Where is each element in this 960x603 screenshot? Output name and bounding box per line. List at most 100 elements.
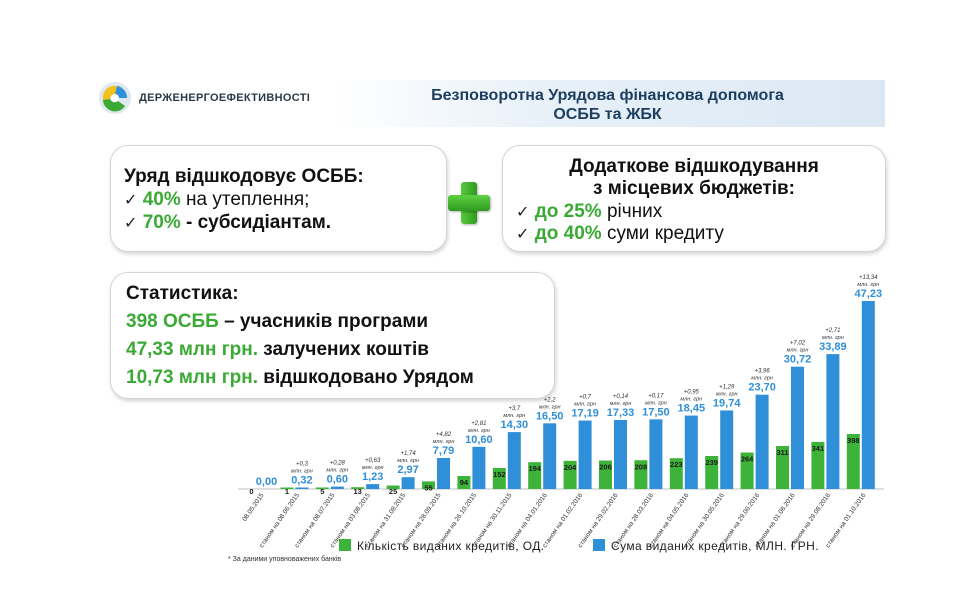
logo-icon — [99, 82, 131, 114]
government-compensation-box: Уряд відшкодовує ОСББ: ✓ 40% на утепленн… — [110, 145, 447, 252]
participants-text: – учасників програми — [218, 311, 429, 332]
data-label-count: 264 — [741, 455, 754, 464]
bar-sum — [401, 477, 415, 489]
page-title-line2: ОСББ та ЖБК — [553, 106, 662, 123]
bar-sum — [295, 487, 309, 489]
data-label-count: 311 — [776, 448, 788, 457]
data-label-sum: 0,60 — [327, 474, 348, 486]
page-title: Безповоротна Урядова фінансова допомога … — [330, 86, 885, 124]
bar-count — [457, 476, 471, 489]
increment-label: +2,2 — [544, 397, 557, 403]
category-tick-label: станом на 01.02.2016 — [541, 492, 584, 549]
bar-sum — [437, 457, 450, 489]
legend-label-count: Кількість виданих кредитів, ОД. — [357, 539, 545, 553]
statistics-box — [110, 272, 555, 399]
increment-unit-label: млн. грн — [645, 400, 667, 406]
page-title-line1: Безповоротна Урядова фінансова допомога — [431, 87, 784, 104]
legend-swatch-green — [339, 539, 351, 551]
bar-count — [776, 446, 789, 489]
increment-unit-label: млн. грн — [326, 468, 348, 474]
increment-unit-label: млн. грн — [468, 428, 490, 434]
bar-sum — [578, 420, 592, 489]
data-label-count: 13 — [354, 487, 362, 496]
statistics-line1: 398 ОСББ – учасників програми — [126, 311, 428, 333]
data-label-sum: 7,79 — [433, 445, 454, 457]
bar-count — [846, 434, 860, 489]
increment-label: +1,29 — [719, 384, 735, 390]
data-label-sum: 18,45 — [678, 403, 706, 415]
bar-count — [563, 460, 577, 489]
subsidy-percent: 70% — [142, 212, 181, 233]
bar-sum — [507, 432, 521, 489]
bar-sum — [755, 394, 769, 489]
insulation-percent: 40% — [142, 189, 181, 210]
increment-unit-label: млн. грн — [397, 458, 419, 464]
data-label-count: 94 — [460, 478, 469, 487]
bar-sum — [614, 420, 627, 489]
data-label-count: 239 — [705, 458, 718, 467]
logo-text: ДЕРЖЕНЕРГОЕФЕКТИВНОСТІ — [139, 92, 311, 104]
increment-unit-label: млн. грн — [362, 465, 384, 471]
bar-count — [492, 467, 506, 489]
data-label-count: 208 — [635, 462, 648, 471]
compensated-text: відшкодовано Урядом — [257, 367, 474, 388]
bar-count — [740, 452, 754, 489]
bar-count — [351, 487, 365, 489]
data-label-sum: 17,50 — [642, 406, 670, 418]
data-label-count: 1 — [285, 487, 289, 496]
title-banner: Безповоротна Урядова фінансова допомога … — [330, 80, 885, 127]
increment-unit-label: млн. грн — [610, 401, 632, 407]
data-label-sum: 16,50 — [536, 410, 564, 422]
data-label-sum: 17,19 — [571, 408, 599, 420]
increment-label: +0,14 — [613, 394, 629, 400]
legend-item-sum: Сума виданих кредитів, МЛН. ГРН. — [593, 539, 819, 553]
funds-value: 47,33 млн грн. — [126, 339, 258, 360]
bar-count — [386, 485, 400, 489]
data-label-count: 204 — [564, 463, 577, 472]
funds-text: залучених коштів — [257, 339, 429, 360]
bar-count — [280, 487, 294, 489]
data-label-count: 398 — [847, 436, 860, 445]
increment-label: +3,7 — [508, 406, 521, 412]
increment-label: +2,71 — [825, 328, 840, 334]
data-label-count: 194 — [528, 464, 541, 473]
bar-sum — [472, 446, 486, 489]
increment-unit-label: млн. грн — [716, 391, 738, 397]
bar-count — [315, 487, 329, 489]
data-label-sum: 30,72 — [784, 354, 812, 366]
credit-percent: до 40% — [534, 223, 602, 244]
increment-label: +13,34 — [859, 275, 878, 281]
data-label-sum: 10,60 — [465, 434, 493, 446]
bar-sum — [684, 415, 698, 489]
local-budget-box: Додаткове відшкодування з місцевих бюдже… — [502, 145, 886, 252]
increment-label: +0,17 — [648, 393, 664, 399]
data-label-count: 223 — [670, 460, 683, 469]
data-label-count: 55 — [424, 483, 432, 492]
check-icon: ✓ — [516, 226, 530, 243]
increment-unit-label: млн. грн — [291, 469, 313, 475]
check-icon: ✓ — [124, 215, 138, 232]
bar-count — [811, 441, 825, 489]
increment-unit-label: млн. грн — [680, 397, 702, 403]
data-label-count: 152 — [493, 470, 506, 479]
data-label-sum: 33,89 — [819, 341, 847, 353]
data-label-count: 0 — [249, 487, 253, 496]
category-tick-label: станом на 01.10.2016 — [825, 492, 868, 549]
statistics-line3: 10,73 млн грн. відшкодовано Урядом — [126, 367, 474, 389]
check-icon: ✓ — [516, 204, 530, 221]
credit-text: суми кредиту — [601, 223, 724, 244]
data-label-count: 25 — [389, 487, 397, 496]
local-budget-heading-line1: Додаткове відшкодування — [569, 156, 819, 177]
check-icon: ✓ — [124, 192, 138, 209]
increment-unit-label: млн. грн — [539, 404, 561, 410]
bar-sum — [543, 423, 557, 489]
increment-unit-label: млн. грн — [503, 413, 525, 419]
government-compensation-item2: ✓ 70% - субсидіантам. — [124, 212, 331, 234]
data-label-count: 206 — [599, 463, 612, 472]
increment-label: +7,02 — [790, 341, 806, 347]
increment-label: +0,63 — [365, 458, 381, 464]
increment-label: +0,3 — [296, 462, 309, 468]
annual-text: річних — [601, 201, 663, 222]
subsidy-text: - субсидіантам. — [180, 212, 332, 233]
